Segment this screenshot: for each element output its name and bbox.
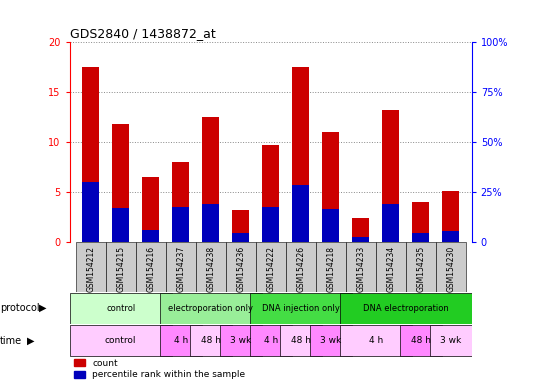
- Text: GDS2840 / 1438872_at: GDS2840 / 1438872_at: [70, 26, 215, 40]
- Text: GSM154222: GSM154222: [266, 246, 275, 292]
- Text: GSM154215: GSM154215: [116, 246, 125, 292]
- Text: 4 h: 4 h: [369, 336, 383, 345]
- Bar: [263, 145, 279, 242]
- Text: ▶: ▶: [27, 336, 35, 346]
- Bar: [263, 207, 279, 242]
- Text: 48 h: 48 h: [411, 336, 431, 345]
- Text: protocol: protocol: [0, 303, 40, 313]
- Bar: [310, 326, 352, 356]
- Bar: [406, 242, 436, 292]
- Bar: [353, 218, 369, 242]
- Bar: [400, 326, 442, 356]
- Bar: [250, 293, 352, 323]
- Bar: [143, 230, 159, 242]
- Bar: [196, 242, 226, 292]
- Bar: [143, 177, 159, 242]
- Bar: [136, 242, 166, 292]
- Bar: [442, 191, 459, 242]
- Bar: [316, 242, 346, 292]
- Text: 48 h: 48 h: [291, 336, 311, 345]
- Bar: [113, 124, 129, 242]
- Bar: [160, 293, 262, 323]
- Bar: [190, 326, 232, 356]
- Bar: [382, 110, 399, 242]
- Text: 48 h: 48 h: [200, 336, 221, 345]
- Text: control: control: [105, 336, 137, 345]
- Text: GSM154230: GSM154230: [446, 246, 455, 292]
- Bar: [173, 207, 189, 242]
- Bar: [76, 242, 106, 292]
- Bar: [256, 242, 286, 292]
- Text: 4 h: 4 h: [264, 336, 278, 345]
- Bar: [340, 293, 472, 323]
- Text: GSM154237: GSM154237: [176, 246, 185, 292]
- Bar: [430, 326, 472, 356]
- Text: GSM154216: GSM154216: [146, 246, 155, 292]
- Text: 3 wk: 3 wk: [320, 336, 341, 345]
- Bar: [166, 242, 196, 292]
- Bar: [323, 209, 339, 242]
- Bar: [346, 242, 376, 292]
- Bar: [113, 208, 129, 242]
- Bar: [340, 326, 412, 356]
- Bar: [353, 237, 369, 242]
- Text: DNA electroporation: DNA electroporation: [363, 304, 449, 313]
- Bar: [436, 242, 466, 292]
- Bar: [106, 242, 136, 292]
- Text: 3 wk: 3 wk: [440, 336, 461, 345]
- Text: GSM154212: GSM154212: [86, 246, 95, 292]
- Bar: [250, 326, 292, 356]
- Bar: [203, 204, 219, 242]
- Bar: [233, 233, 249, 242]
- Bar: [286, 242, 316, 292]
- Bar: [160, 326, 202, 356]
- Text: 3 wk: 3 wk: [230, 336, 251, 345]
- Text: time: time: [0, 336, 22, 346]
- Bar: [293, 185, 309, 242]
- Text: 4 h: 4 h: [174, 336, 188, 345]
- Text: ▶: ▶: [39, 303, 46, 313]
- Bar: [412, 233, 429, 242]
- Bar: [220, 326, 262, 356]
- Bar: [83, 67, 99, 242]
- Text: GSM154235: GSM154235: [416, 246, 425, 292]
- Bar: [70, 293, 172, 323]
- Text: DNA injection only: DNA injection only: [262, 304, 340, 313]
- Bar: [173, 162, 189, 242]
- Text: GSM154226: GSM154226: [296, 246, 305, 292]
- Bar: [203, 117, 219, 242]
- Text: GSM154238: GSM154238: [206, 246, 215, 292]
- Bar: [280, 326, 322, 356]
- Bar: [83, 182, 99, 242]
- Legend: count, percentile rank within the sample: count, percentile rank within the sample: [74, 359, 245, 379]
- Bar: [376, 242, 406, 292]
- Bar: [382, 204, 399, 242]
- Bar: [70, 326, 172, 356]
- Bar: [293, 67, 309, 242]
- Text: electroporation only: electroporation only: [168, 304, 253, 313]
- Text: GSM154236: GSM154236: [236, 246, 245, 292]
- Text: GSM154218: GSM154218: [326, 246, 335, 292]
- Text: GSM154234: GSM154234: [386, 246, 395, 292]
- Text: GSM154233: GSM154233: [356, 246, 365, 292]
- Text: control: control: [106, 304, 135, 313]
- Bar: [226, 242, 256, 292]
- Bar: [323, 132, 339, 242]
- Bar: [412, 202, 429, 242]
- Bar: [233, 210, 249, 242]
- Bar: [442, 231, 459, 242]
